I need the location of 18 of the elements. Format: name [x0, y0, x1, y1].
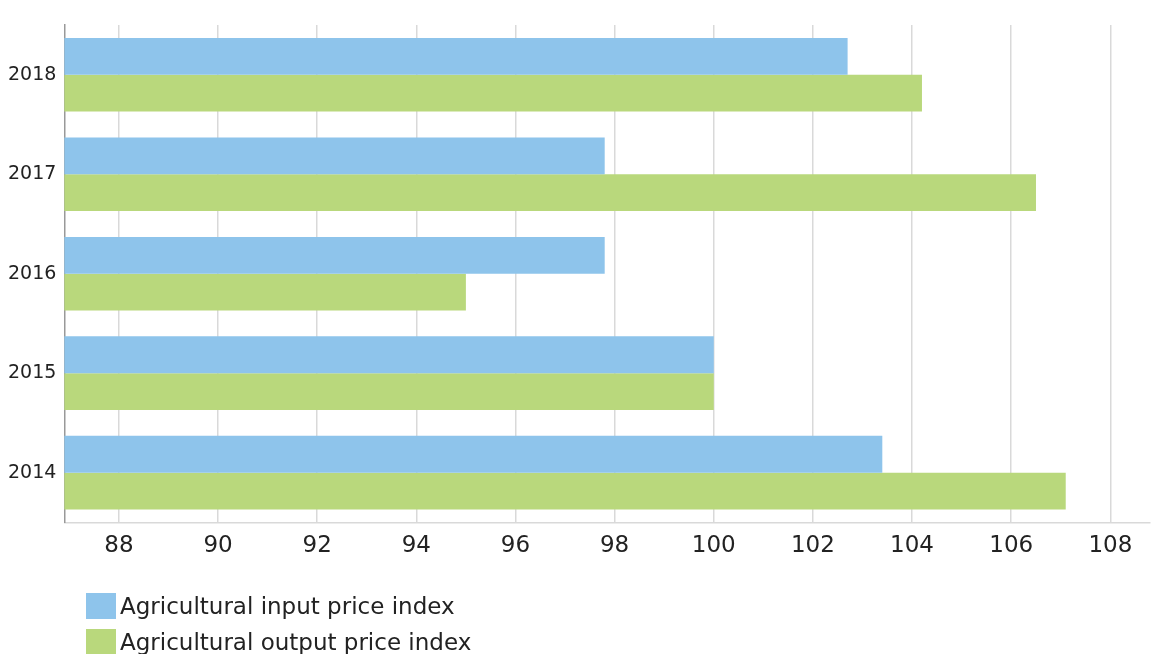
- y-tick-label: 2014: [7, 459, 57, 482]
- x-tick-label: 106: [989, 531, 1034, 558]
- x-tick-label: 90: [203, 531, 233, 558]
- x-tick-label: 102: [790, 531, 835, 558]
- x-tick-label: 100: [691, 531, 736, 558]
- x-tick-label: 108: [1088, 531, 1133, 558]
- y-tick-label: 2016: [7, 260, 57, 283]
- y-tick-label: 2015: [7, 360, 57, 383]
- x-tick-label: 94: [401, 531, 431, 558]
- x-tick-label: 96: [500, 531, 531, 558]
- x-tick-label: 104: [890, 531, 934, 558]
- y-tick-label: 2018: [7, 61, 57, 84]
- x-tick-label: 98: [599, 531, 630, 558]
- x-tick-label: 92: [302, 531, 332, 558]
- legend-label: Agricultural input price index: [120, 593, 455, 619]
- y-tick-label: 2017: [7, 161, 57, 184]
- x-tick-label: 88: [104, 531, 134, 558]
- legend-label: Agricultural output price index: [120, 629, 472, 654]
